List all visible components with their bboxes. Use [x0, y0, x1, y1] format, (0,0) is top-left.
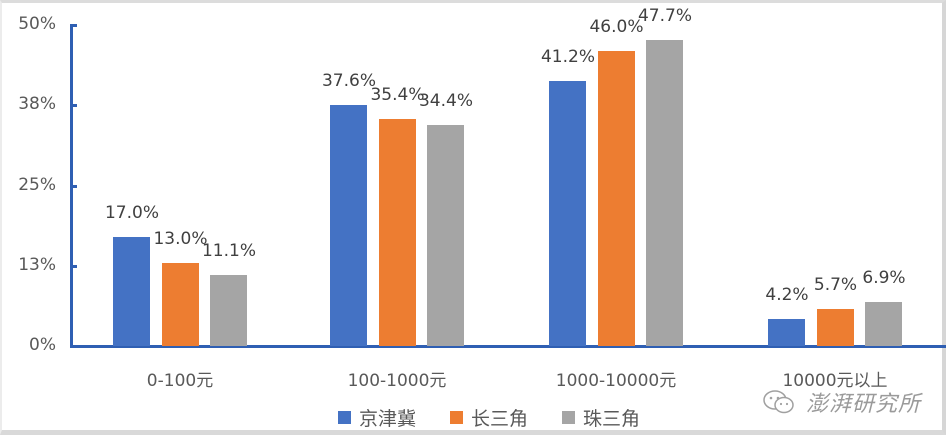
category-label: 1000-10000元	[555, 371, 677, 391]
y-tick-label: 50%	[18, 14, 56, 34]
data-label: 46.0%	[589, 16, 644, 37]
data-label: 5.7%	[813, 275, 858, 296]
y-tick-label: 0%	[29, 335, 56, 355]
y-tick-label: 13%	[18, 254, 56, 275]
data-label: 4.2%	[765, 285, 809, 306]
x-axis	[70, 345, 946, 348]
bar	[597, 50, 635, 346]
legend-label: 京津冀	[359, 408, 417, 430]
legend-swatch-icon	[338, 411, 351, 424]
legend-item: 珠三角	[562, 404, 640, 431]
wechat-icon	[763, 390, 794, 414]
legend-item: 京津冀	[338, 404, 416, 431]
legend-label: 长三角	[471, 408, 529, 430]
legend-swatch-icon	[450, 411, 464, 424]
bar	[768, 319, 805, 346]
bar	[427, 125, 464, 346]
y-tick-label: 38%	[18, 94, 56, 115]
legend-label: 珠三角	[583, 408, 641, 430]
watermark-text: 澎湃研究所	[806, 392, 922, 417]
bar	[816, 309, 854, 346]
data-label: 37.6%	[321, 70, 376, 91]
legend-swatch-icon	[562, 411, 576, 424]
category-label: 0-100元	[146, 371, 214, 391]
data-label: 6.9%	[862, 267, 906, 288]
category-label: 100-1000元	[347, 371, 447, 391]
data-label: 17.0%	[104, 202, 159, 223]
bar	[113, 236, 150, 346]
watermark: 澎湃研究所	[762, 386, 921, 418]
data-label: 13.0%	[153, 228, 208, 249]
data-label: 11.1%	[201, 240, 256, 261]
bar	[378, 118, 416, 346]
bar	[865, 301, 902, 346]
bar	[210, 274, 247, 346]
bar	[646, 39, 683, 346]
data-label: 34.4%	[418, 91, 473, 112]
y-tick-mark	[71, 264, 77, 268]
y-tick-mark	[71, 24, 77, 27]
y-tick-label: 25%	[18, 174, 56, 195]
legend: 京津冀 长三角 珠三角	[338, 404, 674, 431]
data-label: 41.2%	[540, 47, 595, 68]
bar	[161, 262, 199, 346]
legend-item: 长三角	[450, 404, 528, 431]
data-label: 47.7%	[637, 5, 692, 26]
y-tick-mark	[71, 104, 77, 108]
bar	[330, 104, 367, 346]
data-label: 35.4%	[370, 84, 425, 105]
bar	[549, 81, 586, 346]
y-tick-mark	[71, 184, 77, 188]
category-label: 10000元以上	[782, 371, 888, 391]
